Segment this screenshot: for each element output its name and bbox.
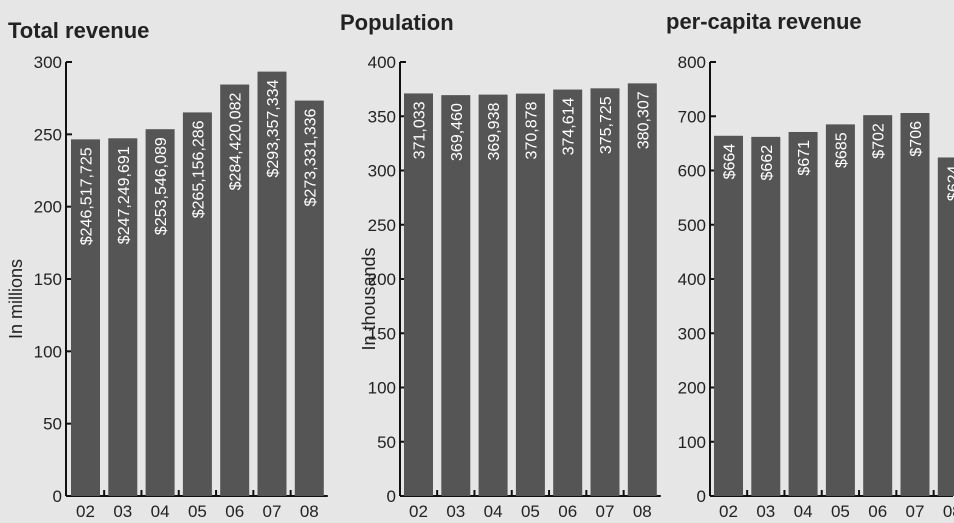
chart-title: per-capita revenue (666, 9, 862, 34)
data-label: $293,357,334 (265, 80, 282, 178)
y-tick-label: 200 (678, 379, 706, 398)
bar (441, 95, 471, 497)
bar (71, 139, 100, 496)
bar (590, 88, 620, 496)
bar (553, 89, 583, 496)
y-tick-label: 700 (678, 107, 706, 126)
y-tick-label: 150 (368, 324, 396, 343)
x-tick-label: 02 (409, 502, 428, 521)
bar (788, 131, 818, 497)
y-tick-label: 800 (678, 53, 706, 72)
y-tick-label: 200 (368, 270, 396, 289)
bar (515, 93, 545, 497)
x-tick-label: 06 (868, 502, 887, 521)
x-tick-label: 04 (151, 502, 170, 521)
x-tick-label: 03 (113, 502, 132, 521)
data-label: $685 (833, 132, 850, 168)
bar (257, 71, 287, 496)
data-label: 374,614 (561, 97, 578, 155)
data-label: 375,725 (598, 96, 615, 154)
bar (404, 93, 433, 496)
bar (220, 84, 250, 497)
y-tick-label: 0 (697, 487, 706, 506)
bar (937, 157, 954, 497)
y-tick-label: 300 (678, 324, 706, 343)
y-tick-label: 100 (34, 342, 62, 361)
x-tick-label: 06 (225, 502, 244, 521)
x-tick-label: 02 (719, 502, 738, 521)
x-tick-label: 05 (188, 502, 207, 521)
chart-title: Total revenue (8, 18, 149, 43)
y-tick-label: 250 (34, 125, 62, 144)
x-tick-label: 03 (446, 502, 465, 521)
data-label: $664 (722, 144, 739, 180)
x-tick-label: 05 (831, 502, 850, 521)
data-label: $246,517,725 (79, 147, 96, 245)
chart-title: Population (340, 10, 454, 35)
bar (825, 124, 855, 496)
x-tick-label: 04 (484, 502, 503, 521)
data-label: $706 (908, 121, 925, 157)
y-tick-label: 350 (368, 107, 396, 126)
y-tick-label: 500 (678, 216, 706, 235)
y-tick-label: 400 (678, 270, 706, 289)
y-tick-label: 0 (53, 487, 62, 506)
y-tick-label: 100 (678, 433, 706, 452)
data-label: $273,331,336 (302, 108, 319, 206)
y-tick-label: 200 (34, 198, 62, 217)
y-tick-label: 300 (368, 162, 396, 181)
x-tick-label: 02 (76, 502, 95, 521)
data-label: $265,156,286 (190, 120, 207, 218)
data-label: 369,938 (486, 103, 503, 161)
bar (294, 100, 324, 497)
bar (751, 136, 781, 497)
bar (182, 112, 212, 497)
y-tick-label: 600 (678, 162, 706, 181)
bar (863, 115, 893, 496)
x-tick-label: 07 (906, 502, 925, 521)
y-axis-label: In millions (6, 259, 26, 339)
bar (145, 129, 175, 497)
data-label: 380,307 (635, 91, 652, 149)
data-label: $624 (945, 165, 954, 201)
bar (714, 135, 743, 496)
y-tick-label: 250 (368, 216, 396, 235)
bar (900, 112, 930, 497)
data-label: 370,878 (523, 102, 540, 160)
bar (627, 83, 657, 496)
x-tick-label: 08 (633, 502, 652, 521)
data-label: $284,420,082 (228, 92, 245, 190)
y-tick-label: 50 (377, 433, 396, 452)
x-tick-label: 05 (521, 502, 540, 521)
x-tick-label: 08 (300, 502, 319, 521)
chart-panel-3: per-capita revenue 0 100 200 300 400 500 600 700… (666, 9, 954, 521)
x-tick-label: 07 (263, 502, 282, 521)
x-tick-label: 07 (596, 502, 615, 521)
data-label: $702 (871, 123, 888, 159)
data-label: $253,546,089 (153, 137, 170, 235)
y-tick-label: 400 (368, 53, 396, 72)
x-tick-label: 04 (794, 502, 813, 521)
y-tick-label: 0 (387, 487, 396, 506)
y-tick-label: 100 (368, 379, 396, 398)
x-tick-label: 06 (558, 502, 577, 521)
data-label: 369,460 (449, 103, 466, 161)
bar (108, 138, 138, 496)
y-tick-label: 300 (34, 53, 62, 72)
data-label: 371,033 (412, 101, 429, 159)
x-tick-label: 03 (756, 502, 775, 521)
bar (478, 94, 508, 496)
data-label: $671 (796, 140, 813, 176)
y-tick-label: 50 (43, 415, 62, 434)
y-tick-label: 150 (34, 270, 62, 289)
data-label: $662 (759, 145, 776, 181)
data-label: $247,249,691 (116, 146, 133, 244)
y-axis-label: In thousands (359, 247, 379, 350)
x-tick-label: 08 (943, 502, 954, 521)
